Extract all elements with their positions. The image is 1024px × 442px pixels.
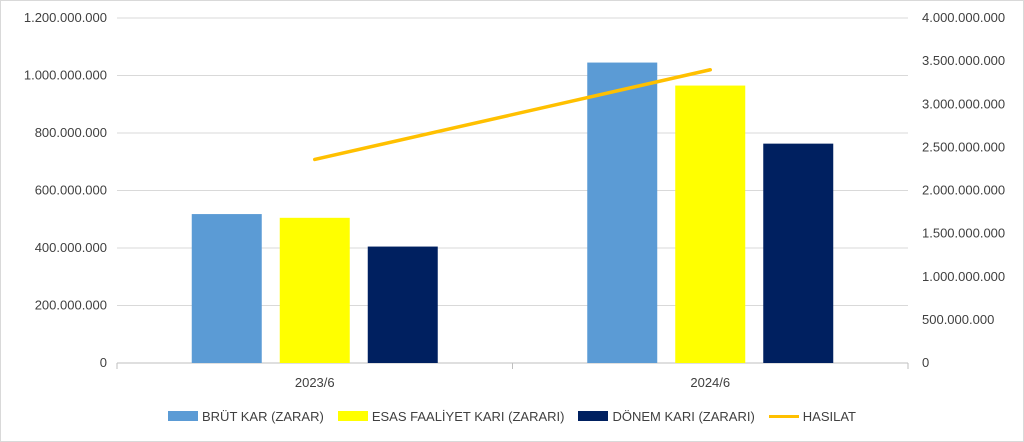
y-right-tick-label: 4.000.000.000 xyxy=(922,10,1005,25)
y-left-tick-label: 1.000.000.000 xyxy=(24,68,107,83)
x-category-label: 2024/6 xyxy=(690,375,730,390)
legend-label: BRÜT KAR (ZARAR) xyxy=(202,408,324,424)
legend-item: DÖNEM KARI (ZARARI) xyxy=(578,408,755,424)
chart-legend: BRÜT KAR (ZARAR) ESAS FAALİYET KARI (ZARA… xyxy=(0,406,1024,426)
legend-item: ESAS FAALİYET KARI (ZARARI) xyxy=(337,408,565,424)
legend-swatch xyxy=(337,411,368,421)
y-right-tick-label: 1.500.000.000 xyxy=(922,226,1005,241)
y-left-tick-label: 800.000.000 xyxy=(35,125,107,140)
bar xyxy=(367,246,438,363)
legend-label: ESAS FAALİYET KARI (ZARARI) xyxy=(371,408,565,424)
x-category-label: 2023/6 xyxy=(295,375,335,390)
y-left-tick-label: 0 xyxy=(100,355,107,370)
bar xyxy=(675,85,746,363)
legend-swatch xyxy=(578,411,609,421)
y-right-tick-label: 0 xyxy=(922,355,929,370)
legend-item: HASILAT xyxy=(768,408,856,424)
y-right-tick-label: 3.500.000.000 xyxy=(922,53,1005,68)
y-right-tick-label: 2.000.000.000 xyxy=(922,183,1005,198)
bar xyxy=(763,143,834,363)
bar xyxy=(191,214,262,363)
y-left-tick-label: 600.000.000 xyxy=(35,183,107,198)
y-left-tick-label: 200.000.000 xyxy=(35,298,107,313)
legend-swatch xyxy=(768,414,799,418)
y-left-tick-label: 400.000.000 xyxy=(35,240,107,255)
legend-label: DÖNEM KARI (ZARARI) xyxy=(612,408,755,424)
legend-swatch xyxy=(168,411,198,421)
y-right-tick-label: 2.500.000.000 xyxy=(922,139,1005,154)
series-line xyxy=(313,68,712,162)
bar xyxy=(587,62,658,363)
y-right-tick-label: 500.000.000 xyxy=(922,312,994,327)
legend-item: BRÜT KAR (ZARAR) xyxy=(168,409,324,424)
y-right-tick-label: 1.000.000.000 xyxy=(922,269,1005,284)
y-left-tick-label: 1.200.000.000 xyxy=(24,10,107,25)
legend-label: HASILAT xyxy=(802,408,856,424)
y-right-tick-label: 3.000.000.000 xyxy=(922,96,1005,111)
bar xyxy=(279,217,350,363)
